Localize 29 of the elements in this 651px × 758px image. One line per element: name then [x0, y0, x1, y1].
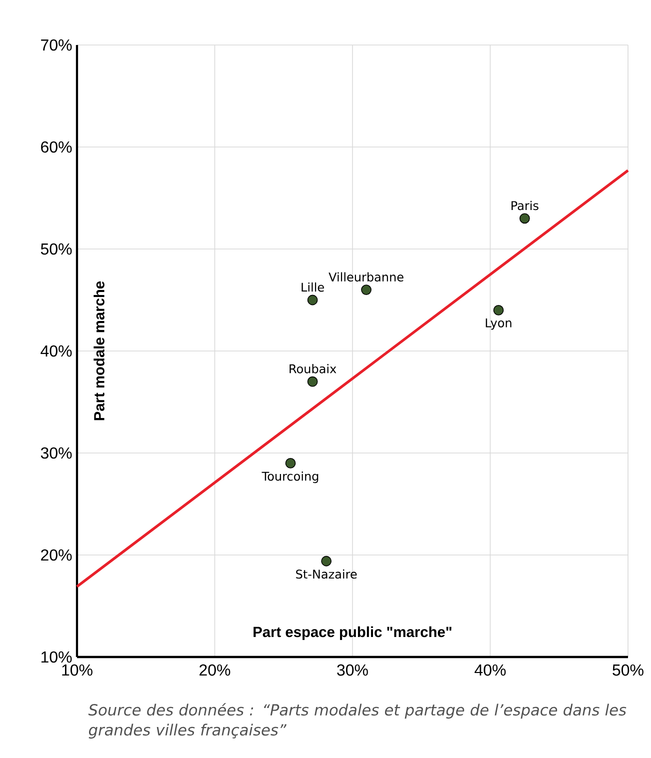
annotation: Villeurbanne: [328, 272, 404, 282]
x-axis-title: Part espace public "marche": [254, 626, 452, 640]
y-tick-label: 40%: [40, 345, 72, 357]
y-tick-label: 30%: [40, 447, 72, 459]
annotation: St-Nazaire: [296, 569, 357, 579]
y-axis-title: Part modale marche: [94, 281, 104, 420]
point: [307, 294, 318, 306]
y-tick-label: 70%: [41, 39, 72, 51]
point: [285, 458, 296, 468]
x-tick-label: 20%: [200, 664, 230, 676]
x-tick-label: 30%: [337, 664, 368, 676]
annotation: Lille: [302, 282, 324, 292]
y-tick-label: 10%: [41, 651, 72, 663]
x-tick-label: 50%: [612, 664, 644, 676]
point: [493, 305, 504, 316]
point: [321, 556, 332, 566]
annotation: Tourcoing: [262, 471, 318, 484]
annotation: Lyon: [486, 318, 512, 330]
annotation: Roubaix: [290, 364, 336, 374]
point: [519, 213, 530, 224]
y-tick-label: 50%: [40, 243, 72, 255]
source-note: Source des données : “Parts modales et partage de l’espace dans les grandes villes françaises”: [88, 703, 626, 739]
point: [361, 284, 372, 295]
y-tick-label: 60%: [41, 141, 72, 153]
point: [307, 376, 318, 387]
x-tick-label: 10%: [62, 664, 92, 676]
x-tick-label: 40%: [474, 664, 506, 676]
annotation: Paris: [512, 200, 538, 210]
y-tick-label: 20%: [41, 549, 72, 561]
